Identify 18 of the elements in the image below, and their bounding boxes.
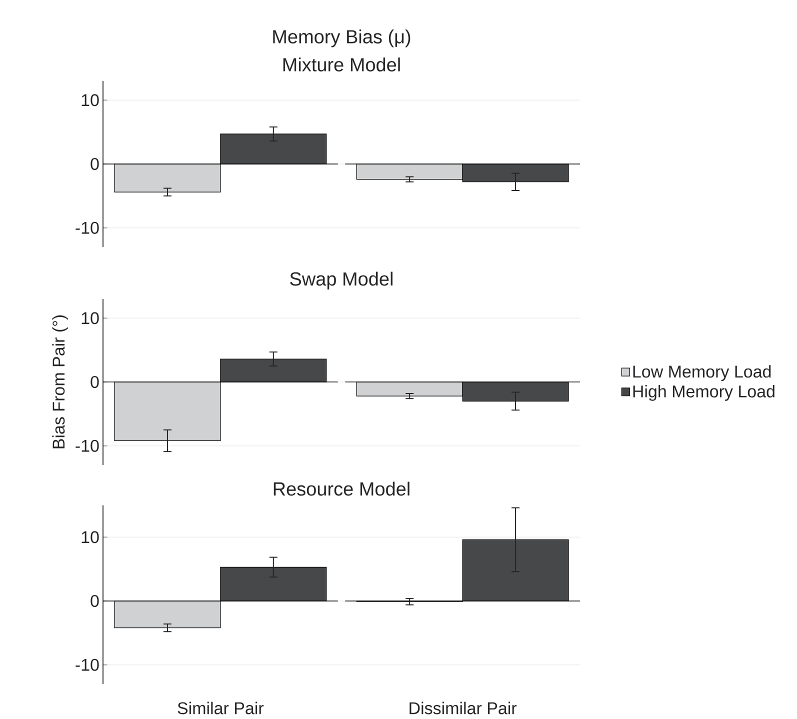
y-tick-label: -10 [76,222,99,234]
y-tick-label: 10 [82,312,99,324]
legend-label: Low Memory Load [633,365,771,382]
y-axis-title: Bias From Pair (°) [52,315,68,448]
x-tick-label: Dissimilar Pair [410,702,517,714]
chart-title: Memory Bias (μ) [273,30,410,48]
y-tick-label: -10 [76,658,99,671]
y-tick-label: 0 [90,376,99,388]
chart-title: Resource Model [274,482,410,496]
x-tick-label: Similar Pair [178,702,264,714]
y-tick-label: -10 [76,440,99,452]
legend-label: High Memory Load [633,385,774,401]
chart-title: Swap Model [290,272,392,290]
chart-subtitle: Mixture Model [283,58,400,72]
y-tick-label: 10 [82,94,99,106]
y-tick-label: 0 [90,158,99,170]
y-tick-label: 10 [82,531,99,544]
y-tick-label: 0 [90,594,99,608]
